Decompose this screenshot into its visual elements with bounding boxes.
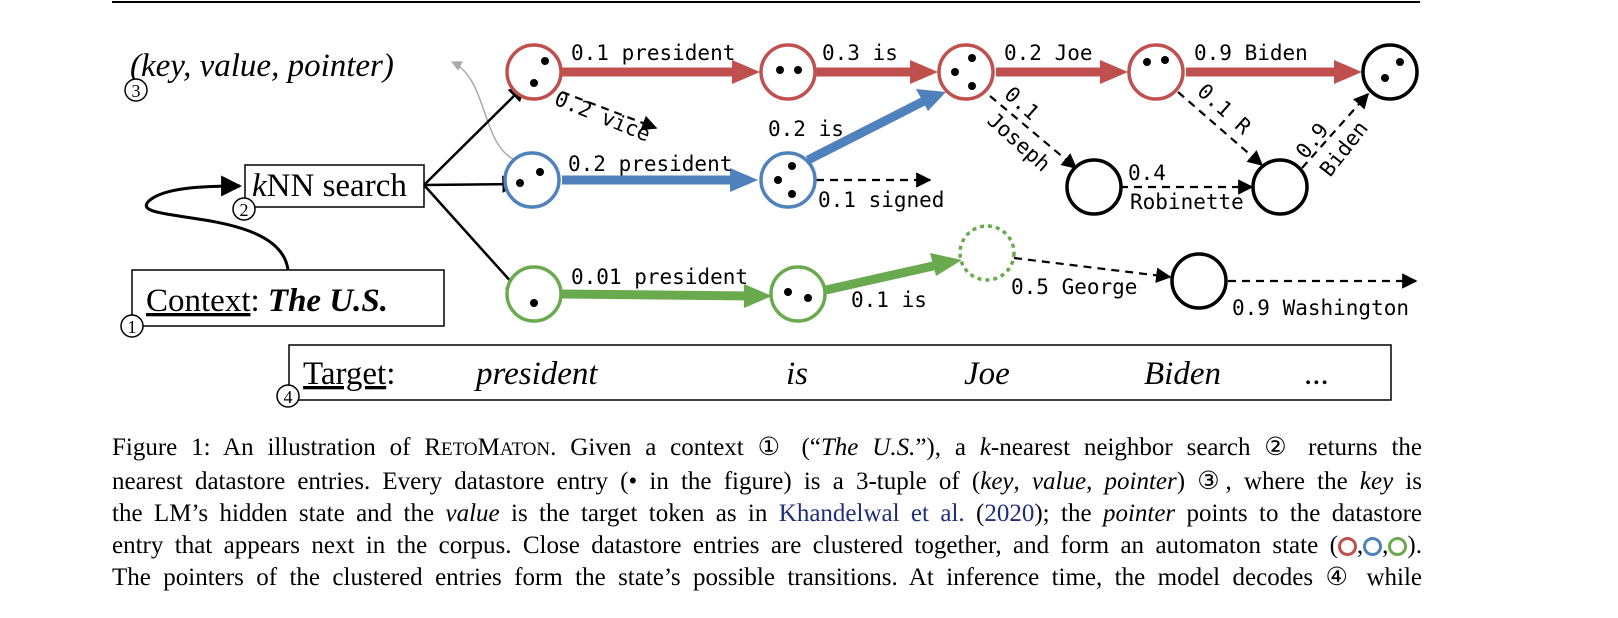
knn-search-box — [244, 164, 425, 208]
green-transitions — [561, 253, 962, 308]
svg-text:3: 3 — [132, 81, 141, 101]
green-state-ring-icon — [1388, 537, 1408, 556]
state-red-1 — [505, 43, 563, 101]
blue-state-ring-icon — [1363, 537, 1383, 556]
caption-line-4: entry that appears next in the corpus. C… — [112, 532, 1422, 559]
edge-label-signed: 0.1 signed — [818, 188, 944, 212]
svg-text:4: 4 — [284, 387, 293, 407]
svg-text:2: 2 — [240, 200, 249, 220]
edge-label-washington: 0.9 Washington — [1232, 296, 1409, 320]
edge-label-green-president: 0.01 president — [571, 265, 748, 289]
state-blue-2 — [759, 151, 817, 209]
red-transitions — [562, 60, 1362, 84]
edge-label-red-president: 0.1 president — [571, 41, 735, 65]
edge-label-red-is: 0.3 is — [822, 41, 898, 65]
context-label: Context: The U.S. — [146, 283, 388, 319]
target-token-2: Joe — [964, 356, 1010, 392]
edge-label-red-biden: 0.9 Biden — [1194, 41, 1308, 65]
edge-label-vice: 0.2 vice — [551, 86, 654, 146]
state-blue-1 — [503, 151, 561, 209]
figure-caption: Figure 1: An illustration of RETOMATON. … — [112, 432, 1422, 594]
knn-search-label: kNN search — [252, 168, 407, 204]
edge-label-george: 0.5 George — [1011, 275, 1137, 299]
state-black-washington — [1170, 252, 1228, 310]
context-marker: 1 — [120, 314, 144, 338]
state-black-robinette — [1251, 158, 1309, 216]
context-loop-arrow — [145, 175, 290, 271]
state-green-1 — [505, 265, 563, 323]
target-marker: 4 — [276, 384, 300, 408]
edge-label-blue-is: 0.2 is — [768, 117, 844, 141]
tuple-label: (key, value, pointer) — [130, 48, 394, 84]
dashed-transitions — [561, 90, 1418, 289]
state-red-4 — [1127, 43, 1185, 101]
state-black-final — [1361, 43, 1419, 101]
state-red-2 — [759, 43, 817, 101]
blue-transitions — [562, 89, 946, 192]
knn-marker: 2 — [232, 197, 256, 221]
tuple-marker: 3 — [124, 78, 148, 102]
red-state-ring-icon — [1337, 537, 1357, 556]
target-label: Target: — [303, 356, 395, 392]
caption-line-1: Figure 1: An illustration of RETOMATON. … — [112, 434, 1422, 461]
edge-label-r: 0.1 R — [1193, 79, 1256, 139]
svg-text:1: 1 — [128, 317, 137, 337]
state-green-2 — [769, 265, 827, 323]
citation-year-link[interactable]: 2020 — [984, 500, 1035, 527]
edge-label-green-is: 0.1 is — [851, 288, 927, 312]
target-token-0: president — [474, 356, 598, 392]
edge-label-robinette-prob: 0.4 — [1128, 161, 1166, 185]
citation-link[interactable]: Khandelwal et al. — [778, 500, 965, 527]
caption-line-3: the LM’s hidden state and the value is t… — [112, 500, 1423, 527]
edge-label-robinette-word: Robinette — [1130, 190, 1244, 214]
edge-label-red-joe: 0.2 Joe — [1004, 41, 1093, 65]
context-box — [131, 269, 445, 327]
target-token-4: ... — [1304, 356, 1329, 392]
state-red-3 — [937, 43, 995, 101]
edge-label-blue-president: 0.2 president — [568, 152, 732, 176]
pointer-arrow — [451, 61, 521, 163]
figure-diagram: (key, value, pointer) 3 kNN search 2 Con… — [112, 1, 1420, 408]
target-token-3: Biden — [1144, 356, 1221, 392]
target-box — [288, 344, 1392, 401]
knn-result-arrows — [423, 83, 527, 296]
target-token-1: is — [786, 356, 808, 392]
caption-line-2: nearest datastore entries. Every datasto… — [112, 468, 1423, 495]
state-green-dotted — [958, 224, 1016, 282]
caption-line-5: The pointers of the clustered entries fo… — [112, 564, 1422, 591]
state-black-joseph — [1065, 158, 1123, 216]
